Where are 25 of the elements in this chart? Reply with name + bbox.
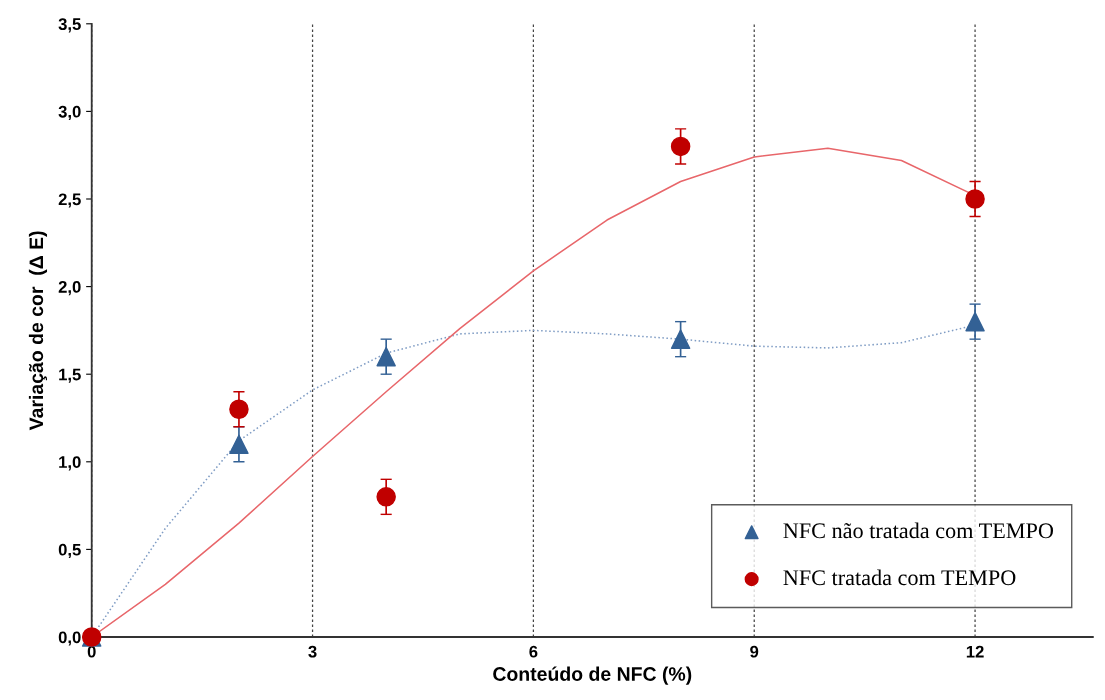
y-tick-label: 1,5 [59, 368, 81, 383]
y-tick-label: 0,5 [58, 543, 81, 559]
x-axis-title: Conteúdo de NFC (%) [493, 666, 692, 685]
x-tick-label: 12 [966, 645, 984, 658]
legend-label: NFC não tratada com TEMPO [783, 522, 1054, 539]
x-tick-label: 3 [308, 645, 317, 658]
y-tick-label: 3,5 [58, 18, 81, 33]
y-tick-label: 3,0 [58, 105, 81, 121]
point [376, 487, 396, 507]
point [229, 434, 249, 455]
x-tick-label: 9 [750, 645, 759, 658]
point [965, 311, 985, 332]
point [229, 399, 249, 419]
y-tick-label: 0,0 [58, 631, 81, 646]
y-tick-label: 1,0 [59, 456, 81, 471]
legend-label: NFC tratada com TEMPO [783, 569, 1016, 586]
y-tick-label: 2,0 [58, 281, 81, 296]
point [376, 346, 396, 367]
point [965, 189, 985, 209]
point [670, 329, 691, 349]
y-axis-title: Variação de cor (Δ E) [28, 231, 48, 431]
x-tick-label: 6 [529, 645, 538, 658]
point [670, 136, 691, 157]
x-tick-label: 0 [87, 645, 96, 658]
y-tick-label: 2,5 [58, 193, 81, 208]
